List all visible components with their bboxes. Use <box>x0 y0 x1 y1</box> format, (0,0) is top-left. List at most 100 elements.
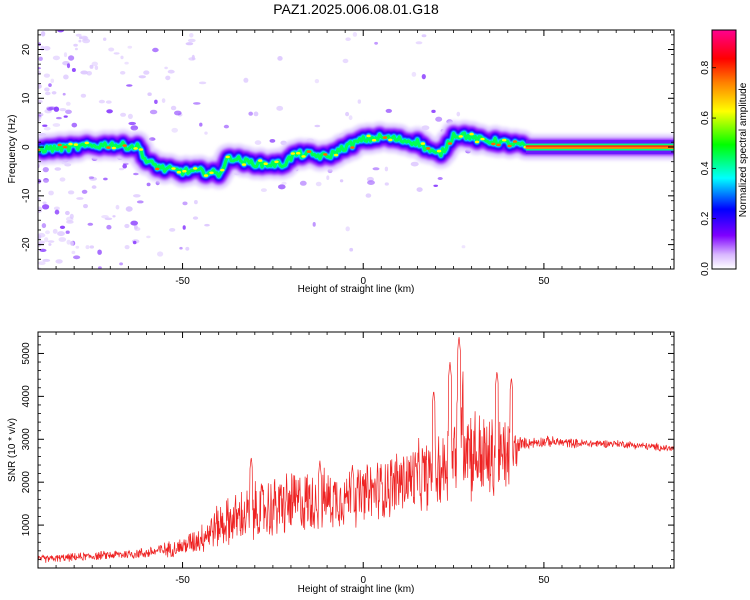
x-tick-label: 50 <box>538 575 550 586</box>
noise-speckle <box>40 45 45 51</box>
noise-speckle <box>122 162 129 166</box>
noise-speckle <box>179 246 183 250</box>
noise-speckle <box>54 209 60 215</box>
noise-speckle <box>65 109 72 115</box>
noise-speckle <box>164 66 168 70</box>
noise-speckle <box>348 115 353 121</box>
spectrogram-x-axis-label: Height of straight line (km) <box>298 284 415 295</box>
ridge-hotspot <box>263 162 268 165</box>
noise-speckle <box>148 137 156 141</box>
noise-speckle <box>51 91 57 95</box>
noise-speckle <box>65 230 70 234</box>
noise-speckle <box>94 65 99 71</box>
noise-speckle <box>133 194 141 198</box>
noise-speckle <box>127 113 133 119</box>
noise-speckle <box>248 111 253 116</box>
noise-speckle <box>253 111 259 117</box>
noise-speckle <box>415 41 423 45</box>
ridge-hotspot <box>111 146 117 150</box>
spectrogram-ridge <box>38 120 674 190</box>
colorbar-ticks: 0.0 0.2 0.4 0.6 0.8 <box>700 60 716 276</box>
y-tick-label: 5000 <box>21 342 32 365</box>
noise-speckle <box>63 74 69 80</box>
ridge-hotspot <box>84 141 90 145</box>
noise-speckle <box>312 222 316 227</box>
y-tick-label: 20 <box>21 44 32 56</box>
noise-speckle <box>71 122 78 128</box>
ridge-hotspot <box>296 151 301 155</box>
noise-speckle <box>372 167 380 171</box>
snr-series-line <box>38 337 674 563</box>
ridge-hotspot <box>371 138 377 142</box>
noise-speckle <box>191 54 195 61</box>
noise-speckle <box>80 70 89 75</box>
noise-speckle <box>127 45 133 49</box>
noise-speckle <box>384 166 389 172</box>
y-tick-label: 10 <box>21 92 32 104</box>
noise-speckle <box>38 83 42 89</box>
noise-speckle <box>120 71 126 75</box>
noise-speckle <box>260 188 267 193</box>
noise-speckle <box>38 99 43 104</box>
noise-speckle <box>130 125 139 131</box>
ridge-hotspot <box>388 138 393 142</box>
ridge-hotspot <box>333 153 339 157</box>
noise-speckle <box>198 81 207 85</box>
noise-speckle <box>269 139 276 143</box>
y-tick-label: 4000 <box>21 385 32 408</box>
spectrogram-panel: -50 0 50 -20 -10 0 10 20 Height of straight lin… <box>7 29 675 295</box>
noise-speckle <box>43 73 51 78</box>
noise-speckle <box>45 91 51 96</box>
noise-speckle <box>352 32 358 37</box>
noise-speckle <box>91 61 99 67</box>
noise-speckle <box>152 47 159 53</box>
noise-speckle <box>42 167 49 173</box>
noise-speckle <box>431 109 436 113</box>
noise-speckle <box>48 83 52 87</box>
noise-speckle <box>80 93 87 98</box>
noise-speckle <box>83 204 88 209</box>
noise-speckle <box>421 34 427 38</box>
ridge-hotspot <box>209 171 214 175</box>
ridge-hotspot <box>176 170 182 174</box>
noise-speckle <box>278 184 286 190</box>
ridge-hotspot <box>62 145 68 149</box>
noise-speckle <box>437 177 443 180</box>
noise-speckle <box>281 181 287 185</box>
noise-speckle <box>185 42 194 46</box>
ridge-hotspot <box>366 134 371 138</box>
noise-speckle <box>130 220 138 226</box>
noise-speckle <box>119 262 123 266</box>
ridge-hotspot <box>68 142 73 146</box>
y-tick-label: 1000 <box>21 514 32 537</box>
noise-speckle <box>45 230 50 235</box>
noise-speckle <box>167 69 175 74</box>
noise-speckle <box>277 56 283 61</box>
noise-speckle <box>204 223 210 227</box>
ridge-hotspot <box>436 149 442 153</box>
noise-speckle <box>66 63 71 69</box>
ridge-hotspot <box>447 142 453 145</box>
noise-speckle <box>59 225 66 229</box>
colorbar-tick-label: 0.0 <box>700 262 711 276</box>
noise-speckle <box>59 177 66 182</box>
noise-speckle <box>74 47 78 51</box>
noise-speckle <box>124 223 130 229</box>
noise-speckle <box>44 87 50 92</box>
noise-speckle <box>66 220 74 224</box>
noise-speckle <box>42 201 47 205</box>
noise-speckle <box>38 261 46 265</box>
noise-speckle <box>174 110 182 116</box>
noise-speckle <box>38 240 45 245</box>
noise-speckle <box>345 111 350 117</box>
noise-speckle <box>299 180 307 186</box>
noise-speckle <box>89 177 97 181</box>
noise-speckle <box>342 58 349 64</box>
noise-speckle <box>88 176 94 179</box>
snr-y-axis-label: SNR (10 * v/v) <box>7 418 18 482</box>
noise-speckle <box>112 215 116 218</box>
noise-speckle <box>433 184 439 187</box>
noise-speckle <box>73 43 78 47</box>
noise-speckle <box>104 217 113 221</box>
noise-speckle <box>339 179 344 183</box>
